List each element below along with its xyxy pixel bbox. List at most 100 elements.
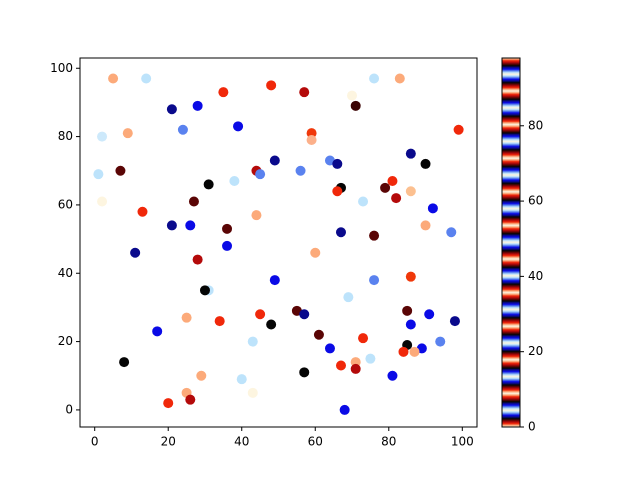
scatter-point: [196, 370, 207, 381]
scatter-point: [185, 220, 196, 231]
scatter-point: [405, 319, 416, 330]
colorbar-tick-label: 40: [528, 269, 543, 283]
scatter-point: [358, 196, 369, 207]
scatter-point: [306, 135, 317, 145]
scatter-point: [97, 131, 108, 142]
scatter-point: [236, 374, 247, 385]
scatter-point: [299, 87, 310, 98]
scatter-point: [358, 333, 369, 344]
scatter-point: [449, 316, 460, 327]
colorbar-tick-label: 80: [528, 118, 543, 132]
scatter-point: [266, 80, 277, 91]
scatter-point: [181, 312, 192, 323]
y-tick-label: 60: [58, 197, 73, 211]
scatter-point: [177, 124, 188, 135]
x-tick-label: 0: [91, 435, 99, 449]
scatter-point: [446, 227, 457, 238]
scatter-point: [405, 186, 416, 197]
y-tick-label: 100: [50, 61, 73, 75]
scatter-point: [188, 196, 199, 207]
scatter-point: [306, 128, 317, 139]
scatter-point: [402, 305, 413, 316]
scatter-point: [214, 316, 225, 327]
scatter-point: [380, 182, 391, 193]
scatter-point: [122, 128, 133, 139]
scatter-point: [97, 196, 108, 207]
scatter-point: [266, 319, 277, 330]
scatter-point: [335, 227, 346, 238]
scatter-point: [453, 124, 464, 135]
scatter-point: [108, 73, 119, 84]
scatter-point: [141, 73, 152, 84]
scatter-point: [369, 230, 380, 241]
scatter-point: [405, 271, 416, 282]
scatter-point: [420, 220, 431, 231]
scatter-point: [192, 100, 203, 111]
scatter-point: [152, 326, 163, 337]
x-tick-label: 20: [161, 435, 176, 449]
scatter-point: [420, 158, 431, 169]
scatter-point: [391, 193, 402, 204]
scatter-point: [163, 398, 174, 409]
scatter-point: [347, 90, 358, 101]
scatter-point: [405, 148, 416, 159]
x-tick-label: 60: [308, 435, 323, 449]
x-tick-label: 100: [451, 435, 474, 449]
scatter-point: [137, 206, 148, 217]
scatter-point: [299, 309, 310, 320]
scatter-point: [192, 254, 203, 265]
scatter-point: [199, 285, 210, 296]
scatter-point: [93, 169, 104, 180]
colorbar-tick-label: 60: [528, 194, 543, 208]
scatter-point: [222, 223, 233, 234]
scatter-point: [424, 309, 435, 320]
scatter-point: [251, 210, 262, 221]
scatter-point: [324, 343, 335, 354]
scatter-point: [247, 336, 258, 347]
scatter-point: [350, 357, 361, 368]
scatter-point: [332, 158, 343, 169]
colorbar-tick-label: 0: [528, 420, 536, 434]
scatter-point: [185, 394, 196, 405]
colorbar: [501, 57, 521, 428]
x-tick-label: 40: [234, 435, 249, 449]
scatter-point: [115, 165, 126, 176]
scatter-point: [299, 367, 310, 378]
scatter-point: [247, 387, 258, 398]
scatter-point: [119, 357, 130, 368]
x-tick-label: 80: [381, 435, 396, 449]
scatter-point: [369, 275, 380, 286]
scatter-point: [310, 247, 321, 258]
scatter-point: [255, 169, 266, 180]
scatter-point: [335, 360, 346, 371]
scatter-point: [394, 73, 405, 84]
scatter-point: [350, 100, 361, 111]
y-tick-label: 20: [58, 334, 73, 348]
scatter-point: [295, 165, 306, 176]
scatter-point: [269, 275, 280, 286]
scatter-point: [409, 346, 420, 357]
scatter-point: [233, 121, 244, 132]
scatter-point: [398, 346, 409, 357]
scatter-point: [350, 363, 361, 374]
y-tick-label: 80: [58, 129, 73, 143]
scatter-point: [332, 186, 343, 197]
scatter-point: [365, 353, 376, 364]
scatter-point: [369, 73, 380, 84]
colorbar-tick-label: 20: [528, 344, 543, 358]
scatter-point: [269, 155, 280, 166]
scatter-point: [435, 336, 446, 347]
scatter-point: [203, 179, 214, 190]
scatter-point: [343, 292, 354, 303]
scatter-point: [166, 104, 177, 115]
scatter-point: [339, 404, 350, 415]
scatter-point: [130, 247, 141, 258]
scatter-point: [427, 203, 438, 214]
scatter-point: [229, 176, 240, 186]
scatter-point: [255, 309, 266, 320]
scatter-point: [218, 87, 229, 98]
y-tick-label: 40: [58, 266, 73, 280]
plot-frame: [79, 57, 478, 428]
